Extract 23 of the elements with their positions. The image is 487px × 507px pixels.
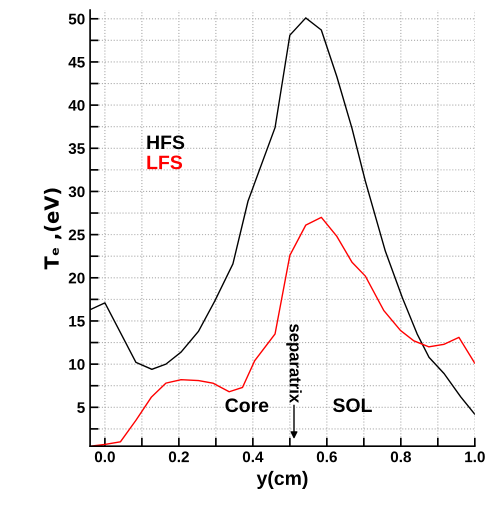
y-tick-label: 35: [68, 143, 85, 154]
y-axis-title: Tₑ ,(eV): [44, 188, 62, 270]
y-tick-label: 25: [68, 229, 85, 240]
y-tick-label: 15: [69, 316, 85, 327]
annotation: separatrix: [286, 324, 302, 404]
annotation: Core: [225, 398, 268, 412]
text: HFS: [147, 135, 184, 150]
text: LFS: [147, 156, 182, 170]
x-tick-label: 0.8: [390, 451, 411, 462]
y-tick-label: 20: [68, 272, 85, 284]
x-tick-label: 0.0: [94, 451, 115, 462]
annotation: SOL: [333, 398, 372, 412]
y-tick-label: 10: [69, 359, 85, 370]
y-tick-label: 45: [68, 56, 85, 68]
y-tick-label: 50: [68, 14, 85, 24]
x-tick-label: 0.2: [168, 451, 189, 462]
x-tick-label: 1.0: [465, 451, 485, 462]
y-tick-label: 5: [77, 402, 85, 413]
x-tick-label: 0.6: [316, 451, 337, 462]
y-tick-label: 40: [68, 100, 85, 111]
x-axis-title: y(cm): [256, 470, 308, 489]
y-tick-label: 30: [68, 186, 85, 198]
x-tick-label: 0.4: [242, 451, 264, 462]
